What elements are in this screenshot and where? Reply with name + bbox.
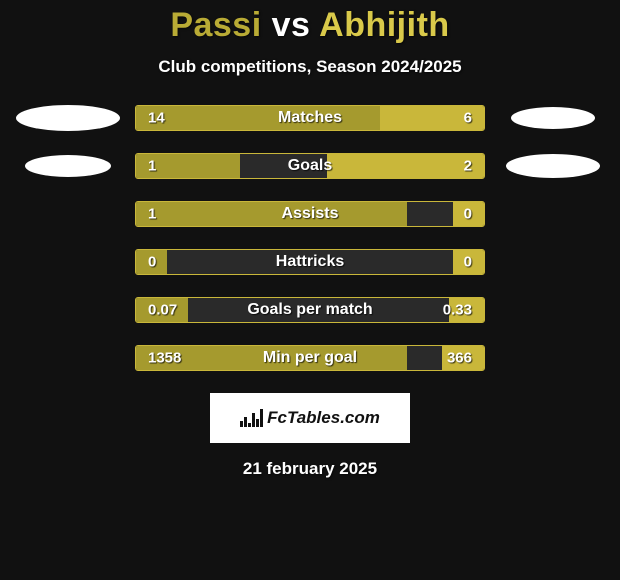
stat-label: Goals per match — [247, 301, 372, 319]
page-title: Passi vs Abhijith — [0, 6, 620, 45]
avatar-oval — [16, 105, 120, 131]
stat-label: Assists — [282, 205, 339, 223]
stat-label: Hattricks — [276, 253, 344, 271]
title-player2: Abhijith — [319, 6, 450, 44]
stat-row: 0 0 Hattricks — [0, 249, 620, 275]
comparison-card: Passi vs Abhijith Club competitions, Sea… — [0, 0, 620, 479]
stat-value-left: 14 — [148, 110, 165, 127]
title-player1: Passi — [170, 6, 261, 44]
stat-value-left: 0.07 — [148, 302, 177, 319]
player1-avatar-slot — [0, 155, 135, 177]
stat-value-left: 0 — [148, 254, 156, 271]
bar-right-fill — [327, 154, 484, 178]
stat-value-right: 0 — [464, 254, 472, 271]
stat-bar: 1 2 Goals — [135, 153, 485, 179]
stat-value-right: 0.33 — [443, 302, 472, 319]
fctables-logo: FcTables.com — [210, 393, 410, 443]
player1-avatar-slot — [0, 105, 135, 131]
avatar-oval — [506, 154, 600, 178]
stat-bar: 1358 366 Min per goal — [135, 345, 485, 371]
player2-avatar-slot — [485, 154, 620, 178]
stat-row: 14 6 Matches — [0, 105, 620, 131]
logo-text: FcTables.com — [267, 408, 380, 428]
avatar-oval — [511, 107, 595, 129]
avatar-oval — [25, 155, 111, 177]
stat-label: Matches — [278, 109, 342, 127]
stat-value-right: 0 — [464, 206, 472, 223]
bar-left-fill — [136, 106, 380, 130]
stat-value-right: 2 — [464, 158, 472, 175]
stat-label: Goals — [288, 157, 332, 175]
stat-bar: 0.07 0.33 Goals per match — [135, 297, 485, 323]
title-vs: vs — [272, 6, 311, 44]
stat-value-left: 1 — [148, 158, 156, 175]
stat-row: 1358 366 Min per goal — [0, 345, 620, 371]
subtitle: Club competitions, Season 2024/2025 — [0, 57, 620, 77]
stat-row: 1 0 Assists — [0, 201, 620, 227]
stat-value-left: 1 — [148, 206, 156, 223]
stat-value-right: 366 — [447, 350, 472, 367]
stat-label: Min per goal — [263, 349, 357, 367]
player2-avatar-slot — [485, 107, 620, 129]
bar-left-fill — [136, 202, 407, 226]
stat-row: 0.07 0.33 Goals per match — [0, 297, 620, 323]
stats-list: 14 6 Matches 1 2 Goals 1 0 Assists 0 0 Hattricks 0.0… — [0, 105, 620, 371]
stat-bar: 14 6 Matches — [135, 105, 485, 131]
barchart-icon — [240, 409, 263, 427]
stat-bar: 1 0 Assists — [135, 201, 485, 227]
stat-value-right: 6 — [464, 110, 472, 127]
stat-bar: 0 0 Hattricks — [135, 249, 485, 275]
stat-value-left: 1358 — [148, 350, 181, 367]
stat-row: 1 2 Goals — [0, 153, 620, 179]
date-label: 21 february 2025 — [0, 459, 620, 479]
